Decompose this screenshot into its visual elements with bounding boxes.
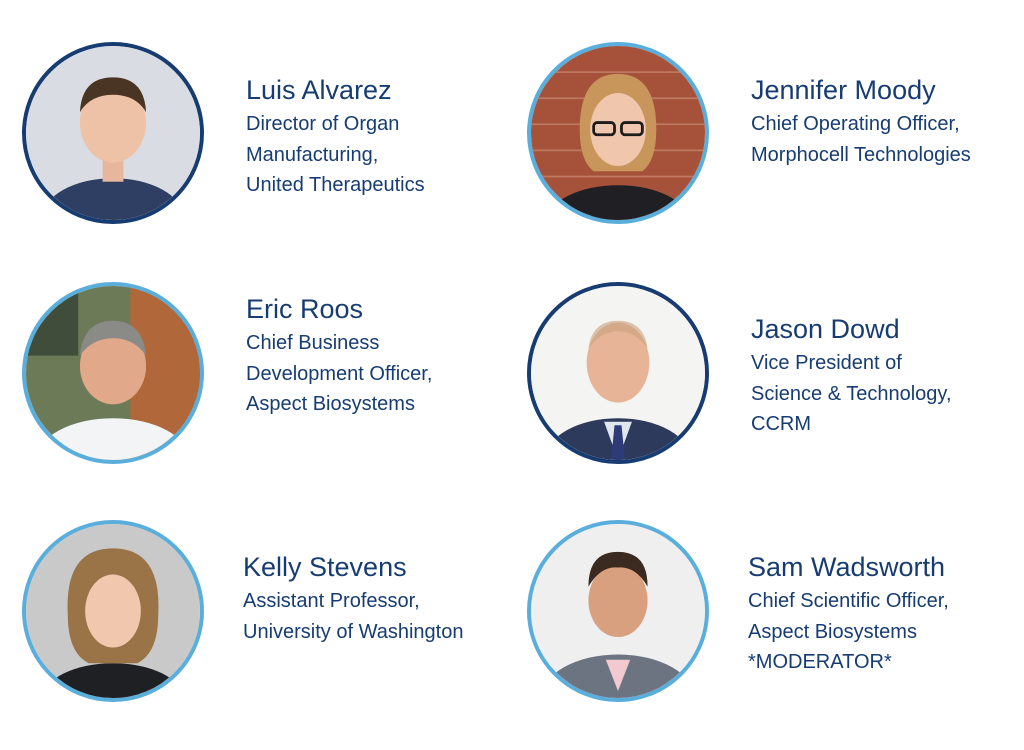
speaker-name: Sam Wadsworth xyxy=(748,552,946,582)
speaker-title-line: Morphocell Technologies xyxy=(751,143,971,166)
speaker-photo xyxy=(22,520,204,702)
speaker-title-line: University of Washington xyxy=(243,620,464,643)
speaker-title-line: Aspect Biosystems xyxy=(246,393,415,415)
speaker-title-line: Development Officer, xyxy=(246,362,433,385)
portrait-icon xyxy=(531,524,705,698)
portrait-icon xyxy=(531,286,705,460)
speaker-name: Jason Dowd xyxy=(751,314,900,344)
speaker-title-line: Director of Organ xyxy=(246,113,400,135)
speaker-title-line: CCRM xyxy=(751,413,811,435)
speaker-name: Kelly Stevens xyxy=(243,552,407,582)
portrait-icon xyxy=(531,46,705,220)
speaker-title-line: Chief Business xyxy=(246,332,380,354)
speaker-title-line: Science & Technology, xyxy=(751,382,952,405)
speaker-title-line: Chief Operating Officer, xyxy=(751,113,960,135)
speaker-title-line: Vice President of xyxy=(751,352,902,374)
portrait-icon xyxy=(26,286,200,460)
speaker-title-line: United Therapeutics xyxy=(246,174,425,196)
speaker-name: Eric Roos xyxy=(246,294,364,324)
portrait-icon xyxy=(26,524,200,698)
speaker-photo xyxy=(527,42,709,224)
speaker-photo xyxy=(22,42,204,224)
speaker-photo xyxy=(22,282,204,464)
speaker-title-line: Chief Scientific Officer, xyxy=(748,590,949,612)
speaker-title-line: Manufacturing, xyxy=(246,143,379,166)
speaker-photo xyxy=(527,282,709,464)
speaker-photo xyxy=(527,520,709,702)
speaker-name: Jennifer Moody xyxy=(751,75,936,105)
speaker-title-line: *MODERATOR* xyxy=(748,651,892,673)
speaker-title-line: Assistant Professor, xyxy=(243,590,420,612)
speaker-title-line: Aspect Biosystems xyxy=(748,620,917,643)
portrait-icon xyxy=(26,46,200,220)
speaker-name: Luis Alvarez xyxy=(246,75,392,105)
